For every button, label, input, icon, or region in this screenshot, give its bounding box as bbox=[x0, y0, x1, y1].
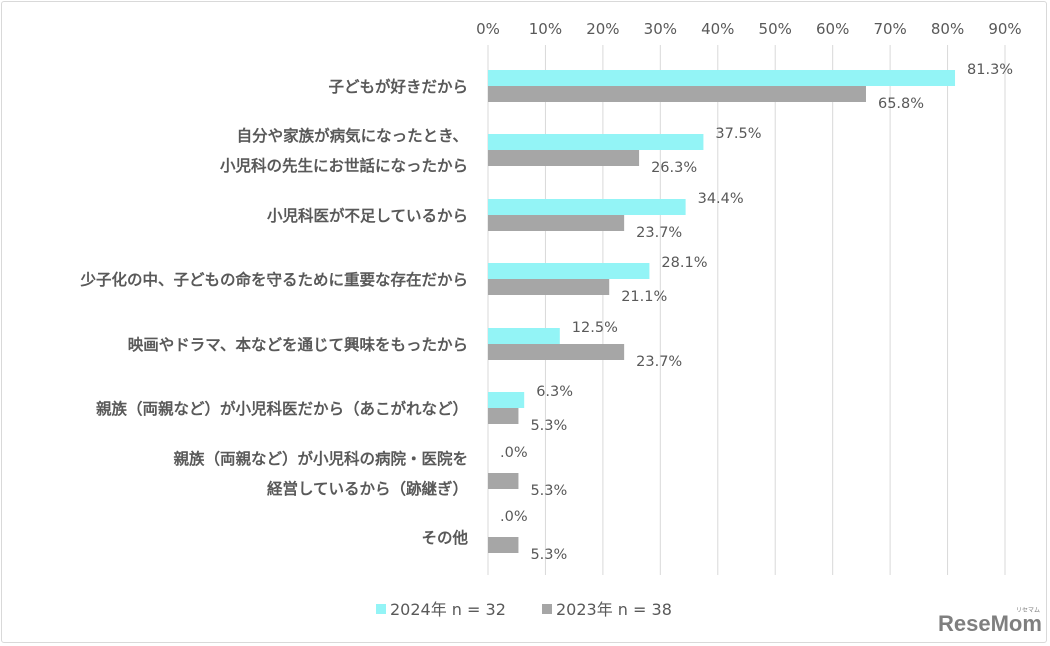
x-tick-label: 60% bbox=[816, 20, 849, 38]
data-label: 28.1% bbox=[661, 255, 707, 271]
bar-2024 bbox=[488, 199, 686, 215]
x-tick-label: 90% bbox=[988, 20, 1021, 38]
legend-swatch bbox=[542, 604, 552, 614]
bar-2023 bbox=[488, 279, 610, 295]
x-tick-label: 70% bbox=[873, 20, 906, 38]
data-label: 37.5% bbox=[715, 126, 761, 142]
category-label: その他 bbox=[421, 528, 468, 547]
bar-2024 bbox=[488, 134, 704, 150]
data-label: 26.3% bbox=[651, 160, 697, 176]
data-label: 23.7% bbox=[636, 225, 682, 241]
bar-2023 bbox=[488, 408, 519, 424]
bar-2023 bbox=[488, 150, 640, 166]
category-label: 小児科の先生にお世話になったから bbox=[220, 156, 468, 175]
data-label: 5.3% bbox=[530, 547, 567, 563]
data-label: 21.1% bbox=[621, 289, 667, 305]
data-label: 12.5% bbox=[572, 320, 618, 336]
logo-ruby: リセマム bbox=[1016, 607, 1040, 614]
bar-2023 bbox=[488, 537, 519, 553]
data-label: 5.3% bbox=[530, 418, 567, 434]
data-label: 5.3% bbox=[530, 483, 567, 499]
category-label: 自分や家族が病気になったとき、 bbox=[237, 126, 468, 145]
x-tick-label: 50% bbox=[759, 20, 792, 38]
bar-2023 bbox=[488, 86, 866, 102]
bar-2024 bbox=[488, 70, 956, 86]
category-label: 小児科医が不足しているから bbox=[267, 206, 468, 225]
category-label: 子どもが好きだから bbox=[328, 77, 468, 96]
bar-2024 bbox=[488, 263, 650, 279]
data-label: .0% bbox=[500, 509, 528, 525]
data-label: 65.8% bbox=[878, 96, 924, 112]
category-label: 親族（両親など）が小児科の病院・医院を bbox=[173, 449, 468, 468]
category-label: 経営しているから（跡継ぎ） bbox=[267, 479, 468, 498]
bar-2024 bbox=[488, 392, 525, 408]
bar-2024 bbox=[488, 328, 560, 344]
legend-label: 2024年 n = 32 bbox=[390, 600, 506, 619]
bar-2023 bbox=[488, 344, 625, 360]
data-label: 81.3% bbox=[967, 62, 1013, 78]
category-label: 映画やドラマ、本などを通じて興味をもったから bbox=[128, 335, 468, 354]
x-tick-label: 0% bbox=[476, 20, 500, 38]
x-tick-label: 10% bbox=[529, 20, 562, 38]
data-label: .0% bbox=[500, 445, 528, 461]
category-label: 親族（両親など）が小児科医だから（あこがれなど） bbox=[96, 399, 468, 418]
data-label: 6.3% bbox=[536, 384, 573, 400]
bar-2023 bbox=[488, 473, 519, 489]
x-tick-label: 80% bbox=[931, 20, 964, 38]
legend-swatch bbox=[376, 604, 386, 614]
data-label: 34.4% bbox=[698, 191, 744, 207]
x-tick-label: 40% bbox=[701, 20, 734, 38]
x-tick-label: 30% bbox=[644, 20, 677, 38]
legend-label: 2023年 n = 38 bbox=[556, 600, 672, 619]
resemom-logo: ReseMom bbox=[938, 611, 1042, 636]
x-tick-label: 20% bbox=[586, 20, 619, 38]
bar-2023 bbox=[488, 215, 625, 231]
category-label: 少子化の中、子どもの命を守るために重要な存在だから bbox=[79, 270, 468, 289]
data-label: 23.7% bbox=[636, 354, 682, 370]
